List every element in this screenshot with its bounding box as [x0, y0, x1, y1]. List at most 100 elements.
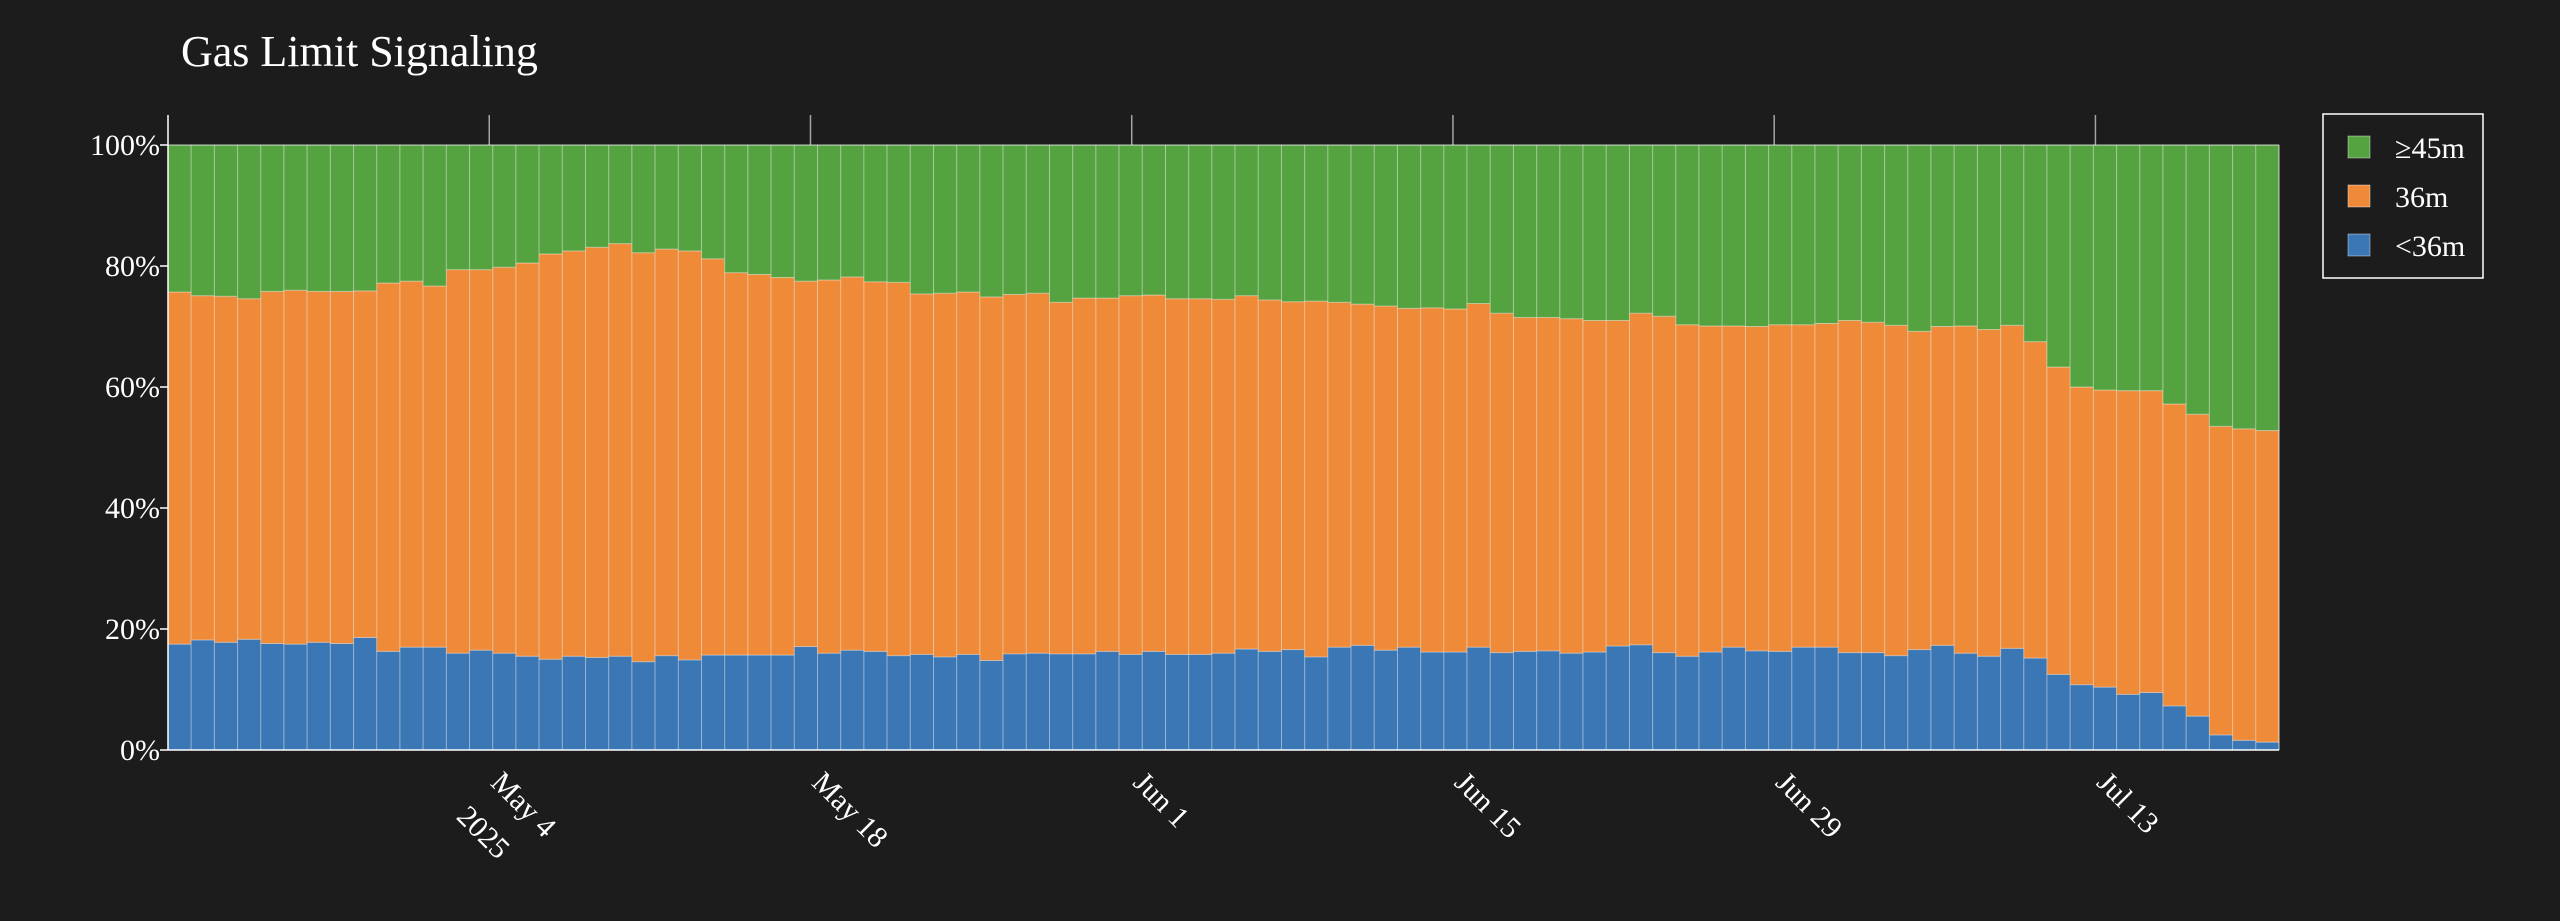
bar-segment-1-24	[724, 272, 749, 656]
bar-segment-1-16	[538, 253, 563, 660]
bar-segment-2-26	[770, 144, 795, 278]
bar-segment-2-41	[1118, 144, 1143, 297]
bar-segment-0-18	[585, 656, 610, 751]
bar-segment-0-74	[1884, 655, 1909, 751]
bar-segment-0-11	[422, 646, 447, 751]
bar-segment-1-25	[747, 273, 772, 656]
bar-segment-1-34	[956, 291, 981, 655]
bar-segment-2-48	[1280, 144, 1306, 303]
bar-segment-2-84	[2116, 144, 2141, 392]
bar-segment-2-86	[2162, 144, 2187, 405]
bar-segment-2-1	[190, 144, 215, 297]
bar-segment-1-62	[1605, 319, 1630, 647]
bar-segment-1-68	[1744, 326, 1770, 652]
bar-segment-1-74	[1884, 324, 1909, 657]
bar-segment-2-28	[817, 144, 842, 281]
bar-segment-0-32	[909, 653, 935, 751]
bar-segment-2-59	[1536, 144, 1561, 318]
bar-segment-0-60	[1559, 652, 1584, 751]
bar-segment-2-70	[1791, 144, 1816, 326]
bar-segment-2-62	[1605, 144, 1630, 321]
bar-segment-2-6	[306, 144, 331, 292]
bar-segment-0-26	[770, 654, 795, 751]
bar-segment-0-73	[1860, 652, 1886, 751]
bar-segment-0-88	[2208, 734, 2234, 751]
bar-segment-1-66	[1698, 325, 1723, 653]
bar-segment-2-51	[1350, 144, 1375, 305]
bar-segment-0-25	[747, 654, 772, 751]
bar-segment-2-25	[747, 144, 772, 275]
bar-segment-1-49	[1304, 300, 1329, 658]
legend-label: ≥45m	[2395, 132, 2465, 165]
bar-segment-2-9	[376, 144, 401, 284]
bar-segment-1-61	[1582, 319, 1607, 653]
bar-segment-0-71	[1814, 646, 1839, 751]
bar-segment-2-89	[2232, 144, 2257, 430]
bar-segment-2-45	[1211, 144, 1236, 300]
bar-segment-2-43	[1165, 144, 1190, 300]
bar-segment-2-39	[1072, 144, 1097, 299]
bar-segment-0-2	[213, 641, 239, 751]
bar-segment-0-64	[1652, 652, 1677, 751]
bar-segment-0-80	[2023, 657, 2048, 751]
bar-segment-0-56	[1466, 646, 1491, 751]
bar-segment-1-12	[445, 269, 471, 654]
bar-segment-1-29	[840, 276, 865, 651]
bar-segment-1-32	[909, 293, 935, 655]
bar-segment-1-48	[1280, 301, 1306, 651]
bar-segment-0-46	[1234, 648, 1259, 751]
bar-segment-2-37	[1025, 144, 1051, 294]
bar-segment-2-52	[1373, 144, 1398, 307]
bar-segment-2-88	[2208, 144, 2234, 427]
bar-segment-2-14	[492, 144, 517, 268]
bar-segment-1-46	[1234, 295, 1259, 650]
bar-segment-2-13	[469, 144, 494, 271]
bar-segment-2-76	[1930, 144, 1955, 327]
bar-segment-1-77	[1953, 325, 1978, 654]
bar-segment-0-38	[1049, 653, 1074, 751]
bar-segment-0-17	[561, 655, 587, 751]
bar-segment-0-4	[260, 643, 285, 751]
bar-segment-1-70	[1791, 324, 1816, 648]
bar-segment-0-29	[840, 649, 865, 751]
bar-segment-2-74	[1884, 144, 1909, 326]
bar-segment-1-33	[933, 292, 958, 658]
bar-segment-0-54	[1420, 651, 1445, 751]
bar-segment-2-17	[561, 144, 587, 252]
bar-segment-0-6	[306, 641, 331, 751]
bar-segment-1-69	[1768, 324, 1793, 652]
bar-segment-1-54	[1420, 307, 1445, 653]
bar-segment-0-15	[515, 655, 540, 751]
bar-segment-2-24	[724, 144, 749, 274]
bar-segment-1-0	[167, 291, 192, 645]
bar-segment-1-83	[2092, 389, 2118, 688]
bar-segment-1-90	[2255, 430, 2280, 743]
bar-segment-1-18	[585, 246, 610, 658]
bar-segment-1-23	[701, 258, 726, 656]
bar-segment-1-2	[213, 295, 239, 643]
bar-segment-1-67	[1721, 325, 1746, 648]
bar-segment-2-12	[445, 144, 471, 271]
bar-segment-1-45	[1211, 298, 1236, 654]
bar-segment-0-19	[608, 655, 633, 751]
bar-segment-2-22	[677, 144, 703, 252]
bar-segment-0-63	[1628, 644, 1654, 751]
bar-segment-2-64	[1652, 144, 1677, 317]
bar-segment-1-55	[1443, 308, 1468, 653]
bar-segment-0-3	[237, 638, 262, 751]
bar-segment-1-64	[1652, 315, 1677, 654]
bar-segment-2-69	[1768, 144, 1793, 326]
bar-segment-0-89	[2232, 739, 2257, 751]
bar-segment-0-23	[701, 654, 726, 751]
bar-segment-2-11	[422, 144, 447, 287]
bar-segment-2-16	[538, 144, 563, 255]
bar-segment-1-51	[1350, 303, 1375, 646]
bar-segment-2-73	[1860, 144, 1886, 323]
bar-segment-2-50	[1327, 144, 1352, 303]
bar-segment-1-57	[1489, 312, 1514, 654]
bar-segment-1-20	[631, 252, 656, 663]
bar-segment-1-22	[677, 250, 703, 661]
bar-segment-2-53	[1396, 144, 1422, 309]
bar-segment-1-47	[1257, 299, 1283, 652]
bar-segment-1-7	[329, 290, 355, 645]
